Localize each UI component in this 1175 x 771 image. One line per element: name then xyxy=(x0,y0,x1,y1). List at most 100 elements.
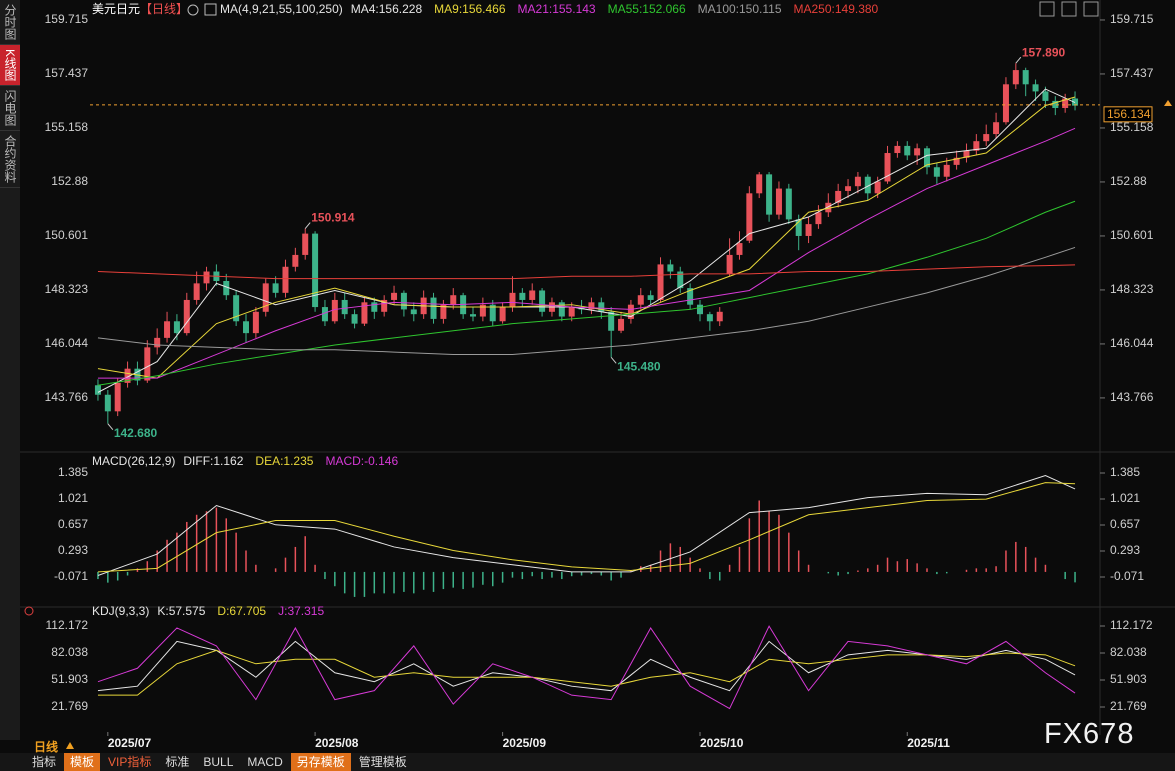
candle-body xyxy=(677,271,684,289)
candle-body xyxy=(321,307,328,322)
sidebar-tab[interactable]: 合约资料 xyxy=(0,131,20,189)
y-tick-label: 152.88 xyxy=(51,174,88,188)
sidebar-tab[interactable]: K线图 xyxy=(0,45,20,87)
y-tick-label: 159.715 xyxy=(45,12,89,26)
candle-body xyxy=(943,164,950,177)
tool-button[interactable] xyxy=(1039,1,1055,17)
period-arrow[interactable] xyxy=(66,742,74,749)
legend-entry: MA21:155.143 xyxy=(518,2,596,16)
legend-entry: MA4:156.228 xyxy=(351,2,423,16)
candle-body xyxy=(519,292,526,300)
footer-tab[interactable]: BULL xyxy=(203,755,234,769)
candle-body xyxy=(272,283,279,293)
candle-body xyxy=(450,295,457,305)
candle-body xyxy=(312,233,319,308)
candle-body xyxy=(400,292,407,310)
footer-tab[interactable]: 另存模板 xyxy=(290,753,351,771)
sidebar-tab[interactable]: 闪电图 xyxy=(0,86,20,132)
y-tick-label: 1.021 xyxy=(58,491,88,505)
candle-body xyxy=(203,271,210,284)
tool-button[interactable] xyxy=(1061,1,1077,17)
y-tick-label: 157.437 xyxy=(45,66,89,80)
series-line xyxy=(97,246,1076,355)
candle-body xyxy=(825,202,832,213)
candle-body xyxy=(410,309,417,315)
chart-title: KDJ(9,3,3) xyxy=(92,604,149,618)
icon[interactable] xyxy=(204,3,217,16)
candle-body xyxy=(618,318,625,331)
last-price-label: 156.134 xyxy=(1107,107,1151,121)
candle-body xyxy=(1042,91,1049,101)
footer-tab[interactable]: 模板 xyxy=(64,753,101,771)
candle-body xyxy=(94,385,101,395)
candle-body xyxy=(598,302,605,312)
footer-tab[interactable]: VIP指标 xyxy=(108,755,152,769)
candle-body xyxy=(756,174,763,194)
candle-body xyxy=(470,314,477,317)
price-arrow xyxy=(1164,100,1172,106)
icon[interactable] xyxy=(187,4,199,16)
y-tick-label: 112.172 xyxy=(1110,618,1153,632)
candle-body xyxy=(243,321,250,334)
candle-body xyxy=(657,264,664,300)
candle-body xyxy=(914,148,921,156)
candle-body xyxy=(864,176,871,194)
tool-button[interactable] xyxy=(1083,1,1099,17)
y-tick-label: 82.038 xyxy=(51,645,88,659)
icon[interactable] xyxy=(24,606,34,616)
candle-body xyxy=(282,266,289,293)
candle-body xyxy=(835,190,842,203)
series-line xyxy=(97,640,1076,692)
candle-body xyxy=(627,304,634,319)
legend-entry: D:67.705 xyxy=(217,604,266,618)
series-line xyxy=(97,482,1076,573)
last-price-box xyxy=(1103,106,1153,123)
footer-tab[interactable]: 标准 xyxy=(165,755,190,769)
candle-body xyxy=(183,299,190,334)
candle-body xyxy=(687,288,694,305)
y-tick-label: 155.158 xyxy=(45,120,89,134)
legend-entry: DIFF:1.162 xyxy=(183,454,243,468)
legend-entry: K:57.575 xyxy=(157,604,205,618)
candle-body xyxy=(1002,84,1009,123)
candle-body xyxy=(193,283,200,300)
candle-body xyxy=(154,337,161,348)
period-selector[interactable]: 日线 xyxy=(34,740,59,754)
candle-body xyxy=(1012,70,1019,85)
footer-tab[interactable]: MACD xyxy=(247,755,283,769)
sidebar-tab[interactable]: 分时图 xyxy=(0,0,20,45)
candle-body xyxy=(489,304,496,322)
series-line xyxy=(97,200,1076,386)
watermark: FX678 xyxy=(1044,718,1135,750)
candle-body xyxy=(973,141,980,151)
sidebar: 分时图 K线图 闪电图 合约资料 xyxy=(0,0,20,740)
legend-entry: MACD:-0.146 xyxy=(325,454,398,468)
candle-body xyxy=(351,314,358,324)
annotation: 142.680 xyxy=(114,426,158,440)
legend-entry: MA100:150.115 xyxy=(698,2,782,16)
candle-body xyxy=(845,186,852,191)
y-tick-label: 0.657 xyxy=(58,517,88,531)
candle-body xyxy=(173,321,180,334)
candle-body xyxy=(696,304,703,315)
y-tick-label: 150.601 xyxy=(1110,228,1154,242)
candle-body xyxy=(706,314,713,322)
candle-body xyxy=(509,292,516,308)
y-tick-label: 155.158 xyxy=(1110,120,1154,134)
y-tick-label: -0.071 xyxy=(54,569,88,583)
candle-body xyxy=(923,148,930,168)
candle-body xyxy=(1052,100,1059,109)
candle-body xyxy=(726,254,733,274)
candle-body xyxy=(1032,84,1039,92)
candle-body xyxy=(499,307,506,322)
y-tick-label: 51.903 xyxy=(1110,672,1147,686)
footer-tab[interactable]: 管理模板 xyxy=(358,755,407,769)
footer-tab[interactable]: 指标 xyxy=(32,755,57,769)
x-tick-label: 2025/09 xyxy=(503,736,547,750)
candle-body xyxy=(479,304,486,317)
y-tick-label: 51.903 xyxy=(51,672,88,686)
candle-body xyxy=(647,295,654,300)
series-line xyxy=(97,88,1076,393)
